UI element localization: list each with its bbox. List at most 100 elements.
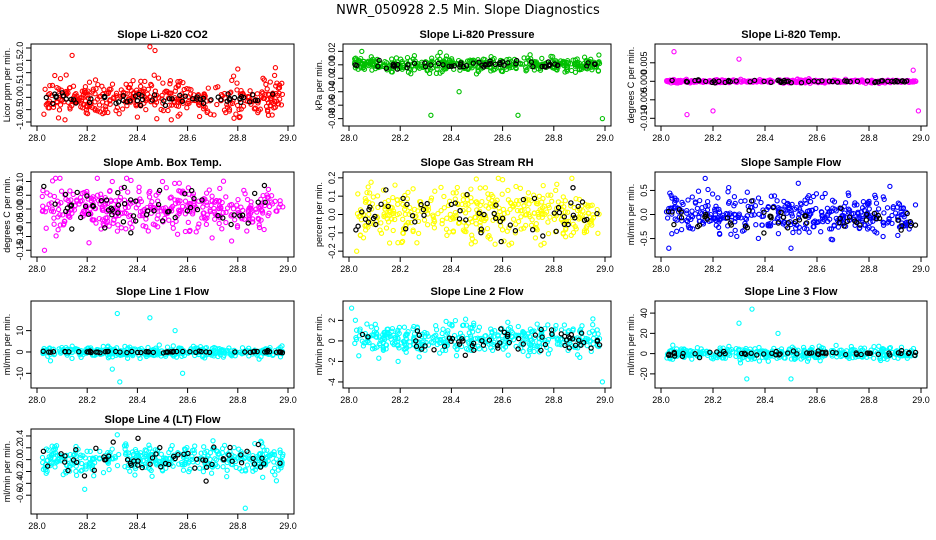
data-point	[136, 89, 143, 95]
data-point	[155, 201, 162, 208]
data-point	[534, 343, 540, 350]
data-point	[679, 353, 686, 360]
data-point	[192, 443, 198, 449]
data-point	[671, 49, 677, 55]
x-tick-label: 28.0	[652, 133, 670, 143]
data-point	[193, 456, 200, 462]
data-point	[365, 216, 372, 222]
data-point	[142, 78, 148, 85]
data-point	[558, 331, 565, 337]
data-point	[584, 342, 590, 349]
data-point	[440, 347, 446, 353]
data-point	[278, 102, 285, 108]
data-point	[714, 206, 720, 212]
data-point	[670, 342, 676, 348]
data-point	[708, 355, 715, 361]
data-point	[352, 56, 358, 62]
data-point	[106, 466, 112, 473]
data-point	[809, 350, 815, 356]
data-point	[118, 225, 125, 231]
data-point	[212, 199, 218, 205]
x-tick-label: 28.0	[652, 264, 670, 274]
data-point	[487, 200, 493, 207]
y-axis-label: degrees C per min.	[626, 47, 636, 124]
data-point	[392, 340, 398, 346]
data-point	[189, 447, 196, 454]
data-point	[215, 84, 221, 90]
data-point	[273, 83, 279, 89]
data-point	[200, 100, 207, 107]
data-point	[166, 449, 172, 456]
data-point	[71, 346, 77, 353]
y-tick-label: -0.05	[15, 212, 25, 233]
data-point	[793, 205, 800, 211]
data-point	[497, 340, 503, 346]
data-point	[761, 230, 767, 236]
data-point	[380, 347, 387, 353]
data-point	[90, 86, 96, 92]
data-point	[428, 62, 434, 68]
data-point	[92, 77, 99, 83]
data-point	[474, 207, 480, 213]
data-point	[360, 235, 367, 241]
data-point	[40, 187, 46, 194]
data-point	[819, 212, 825, 219]
data-point	[435, 210, 441, 217]
data-point	[91, 217, 97, 223]
data-point	[690, 226, 696, 232]
x-tick-label: 28.6	[808, 264, 826, 274]
data-point	[138, 198, 145, 205]
data-point	[542, 211, 548, 217]
data-point	[240, 103, 247, 109]
data-point	[84, 103, 90, 110]
data-point	[115, 222, 121, 228]
data-point	[259, 89, 265, 95]
panel-title: Slope Line 2 Flow	[431, 286, 524, 298]
data-point	[354, 248, 360, 254]
data-point	[859, 78, 865, 84]
data-point	[203, 478, 209, 484]
data-point	[590, 214, 597, 221]
data-point	[458, 60, 464, 66]
data-point	[45, 457, 51, 464]
data-point	[73, 472, 80, 479]
data-point	[510, 203, 516, 209]
data-point	[495, 175, 501, 181]
data-point	[172, 327, 178, 334]
y-axis-label: percent per min.	[314, 182, 324, 247]
data-point	[491, 210, 497, 217]
data-point	[395, 358, 401, 365]
data-point	[528, 222, 535, 228]
data-point	[473, 176, 479, 182]
data-point	[519, 61, 525, 67]
data-point	[143, 106, 149, 113]
data-point	[451, 63, 457, 69]
data-point	[395, 327, 401, 333]
data-point	[465, 201, 471, 207]
data-point	[501, 211, 507, 217]
data-point	[508, 240, 515, 246]
data-point	[872, 79, 878, 86]
data-point	[196, 465, 203, 471]
y-tick-label: -2	[327, 357, 337, 365]
y-tick-label: 0.005	[639, 52, 649, 75]
data-point	[910, 345, 917, 352]
data-point	[264, 86, 270, 92]
data-point	[775, 330, 781, 337]
data-point	[142, 447, 148, 453]
chart-panel: Slope Amb. Box Temp.28.0 28.2 28.4 28.6 28.8…	[2, 157, 297, 274]
data-point	[265, 186, 272, 193]
data-point	[485, 191, 491, 197]
data-point	[204, 215, 210, 221]
data-point	[355, 191, 361, 197]
data-point	[775, 230, 782, 237]
data-point	[169, 221, 176, 227]
data-point	[395, 201, 401, 207]
x-tick-label: 28.0	[340, 395, 358, 405]
data-point	[845, 190, 851, 196]
data-point	[202, 457, 209, 463]
data-point	[367, 59, 374, 65]
data-point	[175, 82, 181, 88]
data-point	[727, 78, 734, 85]
